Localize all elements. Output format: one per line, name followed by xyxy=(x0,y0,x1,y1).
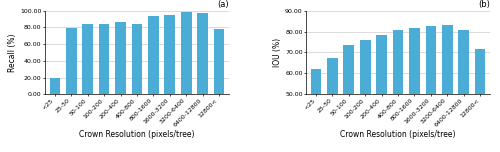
Text: (b): (b) xyxy=(478,0,490,9)
Bar xyxy=(148,16,158,94)
Bar xyxy=(310,69,322,152)
Bar xyxy=(376,35,387,152)
Bar xyxy=(164,15,175,94)
Bar xyxy=(360,40,370,152)
Bar xyxy=(99,24,110,94)
Bar xyxy=(66,28,76,94)
Bar xyxy=(198,13,208,94)
Bar xyxy=(442,25,452,152)
Text: (a): (a) xyxy=(218,0,229,9)
Bar xyxy=(214,29,224,94)
Bar xyxy=(50,78,60,94)
Bar xyxy=(409,28,420,152)
X-axis label: Crown Resolution (pixels/tree): Crown Resolution (pixels/tree) xyxy=(340,130,456,139)
Bar xyxy=(181,12,192,94)
Bar xyxy=(344,45,354,152)
Bar xyxy=(327,58,338,152)
Bar xyxy=(426,26,436,152)
Bar xyxy=(475,49,486,152)
Bar xyxy=(392,31,404,152)
Y-axis label: Recall (%): Recall (%) xyxy=(8,33,18,72)
X-axis label: Crown Resolution (pixels/tree): Crown Resolution (pixels/tree) xyxy=(79,130,194,139)
Bar xyxy=(82,24,93,94)
Bar xyxy=(132,24,142,94)
Y-axis label: IOU (%): IOU (%) xyxy=(273,38,282,67)
Bar xyxy=(458,31,469,152)
Bar xyxy=(115,21,126,94)
